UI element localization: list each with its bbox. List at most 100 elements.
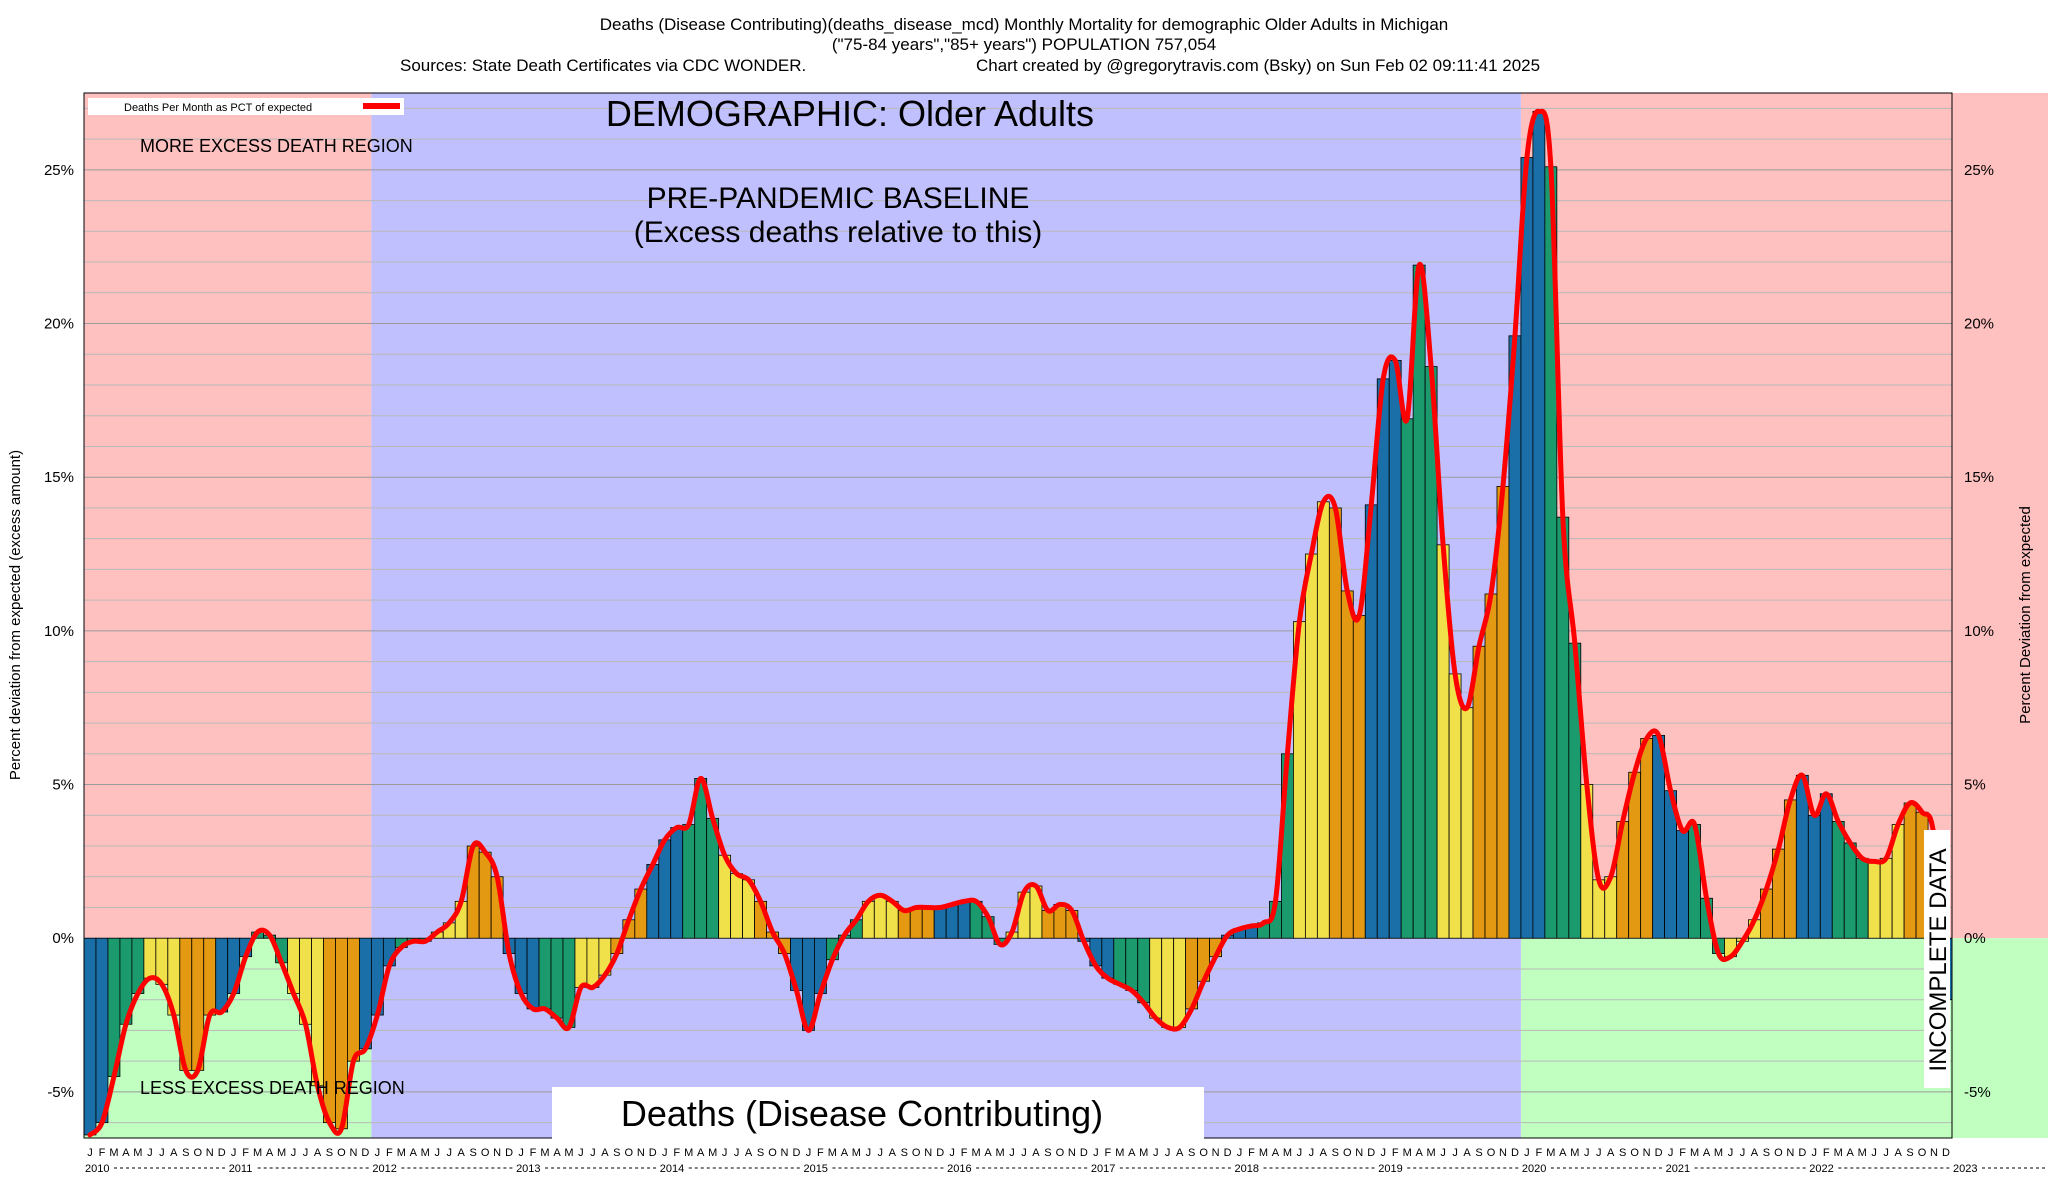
x-month-label: A [170,1147,178,1159]
x-month-label: S [1188,1147,1195,1159]
x-month-label: A [984,1147,992,1159]
x-month-label: A [1176,1147,1184,1159]
x-month-label: A [1751,1147,1759,1159]
x-month-label: F [242,1147,249,1159]
x-month-label: S [901,1147,908,1159]
bottom-caption: Deaths (Disease Contributing) [621,1093,1103,1134]
y-tick-label-right: 0% [1964,930,1986,947]
smoothed-line [87,108,1949,1138]
x-month-label: M [1546,1147,1555,1159]
bar [658,839,672,939]
x-month-label: M [852,1147,861,1159]
x-month-label: A [1032,1147,1040,1159]
demographic-annotation: DEMOGRAPHIC: Older Adults [606,93,1094,134]
bar [586,937,600,988]
bar [1807,814,1821,939]
bar [730,873,743,939]
y-tick-label-left: 0% [52,930,74,947]
x-year-label: 2011 [229,1163,253,1175]
x-month-label: A [1559,1147,1567,1159]
legend-label: Deaths Per Month as PCT of expected [124,102,312,114]
x-month-label: M [1714,1147,1723,1159]
x-month-label: M [972,1147,981,1159]
x-month-label: N [1068,1147,1076,1159]
bar [347,937,360,1062]
bar [897,910,911,939]
x-month-label: A [1463,1147,1471,1159]
x-month-label: J [434,1147,440,1159]
x-month-label: N [493,1147,501,1159]
x-month-label: O [481,1147,490,1159]
x-month-label: J [1165,1147,1171,1159]
x-month-label: O [1918,1147,1927,1159]
x-year-label: 2018 [1235,1163,1259,1175]
x-month-label: J [1812,1147,1818,1159]
x-month-label: N [349,1147,357,1159]
x-month-label: D [218,1147,226,1159]
x-month-label: O [1343,1147,1352,1159]
x-month-label: M [1139,1147,1148,1159]
x-year-label: 2015 [803,1163,827,1175]
x-month-label: M [1403,1147,1412,1159]
more-excess-region [1520,93,2048,939]
x-month-label: S [613,1147,620,1159]
x-month-label: N [1212,1147,1220,1159]
y-tick-label-left: 25% [44,162,74,179]
x-month-label: D [1655,1147,1663,1159]
bar [538,937,552,1010]
x-month-label: M [421,1147,430,1159]
x-month-label: J [722,1147,728,1159]
x-year-label: 2017 [1091,1163,1115,1175]
x-month-label: J [866,1147,872,1159]
x-month-label: A [697,1147,705,1159]
bar [1400,418,1414,939]
baseline-subannotation: (Excess deaths relative to this) [634,216,1043,249]
x-month-label: A [1320,1147,1328,1159]
chart-credit: Chart created by @gregorytravis.com (Bsk… [976,56,1540,75]
x-month-label: O [337,1147,346,1159]
x-month-label: M [1570,1147,1579,1159]
x-month-label: J [1584,1147,1590,1159]
x-month-label: J [1009,1147,1015,1159]
x-month-label: S [1044,1147,1051,1159]
x-month-label: J [1668,1147,1674,1159]
x-month-label: S [1332,1147,1339,1159]
x-month-label: M [708,1147,717,1159]
bar [957,900,971,939]
x-month-label: A [1607,1147,1615,1159]
y-tick-label-right: 20% [1964,316,1994,333]
bar [1676,830,1689,939]
x-month-label: F [530,1147,537,1159]
x-month-label: O [1630,1147,1639,1159]
bar [1304,553,1318,939]
x-month-label: A [1894,1147,1902,1159]
x-month-label: M [1259,1147,1268,1159]
x-axis-year-labels: 2010 2011 2012 2013 2014 2015 2016 2017 2018 2019… [85,1163,2048,1175]
x-month-label: J [1093,1147,1099,1159]
bar [1508,335,1522,939]
x-month-label: N [1786,1147,1794,1159]
x-month-label: A [1703,1147,1711,1159]
x-year-label: 2021 [1666,1163,1690,1175]
x-month-label: J [1452,1147,1458,1159]
x-month-label: D [649,1147,657,1159]
x-month-label: F [961,1147,968,1159]
x-month-label: M [133,1147,142,1159]
bar [1316,501,1330,939]
bar [83,937,97,1136]
x-month-label: S [757,1147,764,1159]
x-month-label: J [1237,1147,1243,1159]
y-axis-ticks: -5% -5% 0% 0% 5% 5% 10% 10% 15% 15% 20% 20% 25% 25% [44,162,1994,1101]
x-year-label: 2019 [1378,1163,1402,1175]
x-month-label: F [673,1147,680,1159]
bar [1819,793,1833,939]
x-month-label: N [1643,1147,1651,1159]
y-tick-label-right: 10% [1964,623,1994,640]
x-month-label: A [122,1147,130,1159]
x-month-label: J [1883,1147,1889,1159]
x-month-label: A [1415,1147,1423,1159]
x-month-label: J [1728,1147,1734,1159]
x-month-label: O [625,1147,634,1159]
x-month-label: O [1487,1147,1496,1159]
bar [1388,359,1402,939]
